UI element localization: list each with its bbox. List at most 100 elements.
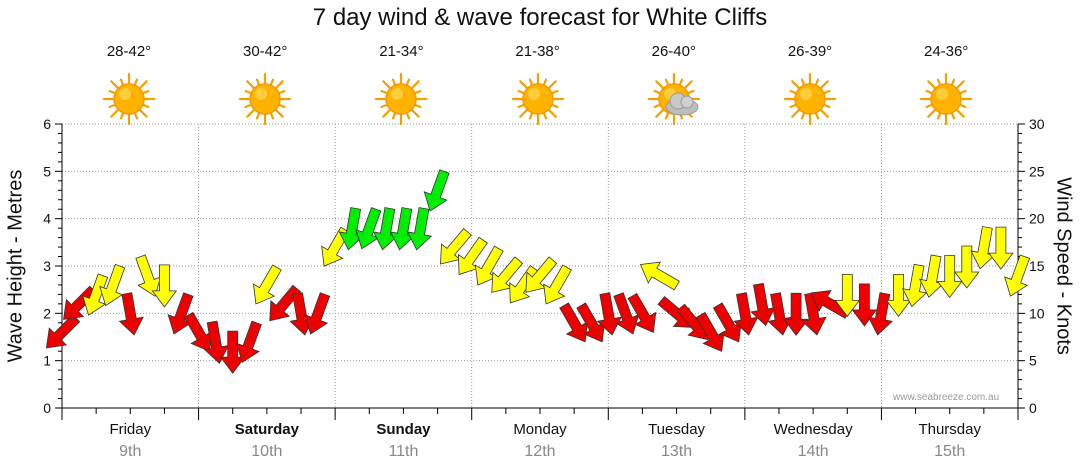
wind-arrow	[834, 273, 861, 318]
wind-arrow	[1004, 254, 1031, 297]
y-tick-label-right: 30	[1029, 116, 1045, 132]
temperature-range: 26-40°	[651, 43, 696, 60]
wind-arrow-shape	[423, 169, 450, 212]
wind-arrow-shape	[639, 261, 680, 291]
temperature-range: 21-34°	[379, 43, 424, 60]
day-date: 11th	[388, 443, 419, 460]
wind-arrow	[970, 226, 996, 270]
y-tick-label-right: 25	[1029, 163, 1045, 179]
y-tick-label-right: 5	[1029, 353, 1037, 369]
y-tick-label-left: 2	[43, 305, 51, 321]
wind-arrow-shape	[235, 320, 262, 363]
wind-arrow	[988, 226, 1014, 270]
day-date: 9th	[119, 443, 142, 460]
wind-arrow-shape	[988, 226, 1014, 270]
y-tick-label-left: 5	[43, 163, 51, 179]
wind-arrow	[851, 283, 878, 327]
wind-arrow-shape	[936, 255, 963, 299]
day-date: 13th	[660, 443, 693, 460]
wind-arrow	[99, 263, 126, 307]
wind-arrow-shape	[82, 273, 109, 316]
wind-arrow-shape	[543, 264, 572, 305]
watermark: www.seabreeze.com.au	[893, 392, 1000, 403]
day-name: Monday	[513, 421, 567, 438]
y-tick-label-right: 20	[1029, 211, 1045, 227]
sun-cloud-icon	[647, 72, 700, 126]
temperature-range: 30-42°	[243, 43, 288, 60]
day-name: Friday	[109, 421, 152, 438]
sun-icon	[783, 72, 837, 126]
wind-arrow-shape	[801, 292, 827, 336]
wind-arrow	[253, 264, 282, 305]
wind-arrow	[936, 255, 963, 299]
wind-arrow-shape	[509, 265, 540, 304]
temperature-range: 21-38°	[515, 43, 560, 60]
sun-icon	[920, 72, 973, 126]
y-tick-label-right: 0	[1029, 400, 1037, 416]
wind-arrow-shape	[970, 226, 996, 270]
y-tick-label-left: 3	[43, 258, 51, 274]
temperature-range: 26-39°	[787, 43, 833, 60]
day-name: Wednesday	[773, 421, 853, 438]
axes: 0 1 2 3 4 5 6 0 5 10 15 20 25 30	[43, 116, 1045, 420]
day-date: 12th	[524, 443, 556, 460]
sun-icon	[375, 72, 428, 126]
wind-arrow	[596, 292, 622, 336]
day-date: 10th	[251, 443, 283, 460]
y-tick-label-left: 4	[43, 211, 51, 227]
wind-arrow	[639, 261, 680, 291]
day-name: Sunday	[376, 421, 431, 438]
sun-icon	[102, 72, 156, 126]
wind-arrow	[953, 245, 980, 289]
wind-arrow-shape	[304, 292, 331, 335]
chart-title: 7 day wind & wave forecast for White Cli…	[312, 4, 768, 31]
y-tick-label-right: 15	[1029, 258, 1045, 274]
wind-arrow	[82, 273, 109, 316]
wind-arrow	[406, 207, 433, 251]
y-tick-label-left: 0	[43, 400, 51, 416]
wind-arrow-shape	[867, 292, 894, 336]
temperature-range: 24-36°	[924, 43, 969, 60]
wind-arrow	[627, 292, 657, 333]
wind-arrow-shape	[406, 207, 433, 251]
wind-arrow-shape	[596, 292, 622, 336]
wind-arrow-shape	[1004, 254, 1031, 297]
wind-arrow	[45, 314, 81, 349]
day-date: 15th	[934, 443, 966, 460]
wind-arrow-shape	[851, 283, 878, 327]
sun-icon	[511, 72, 564, 126]
y-tick-label-right: 10	[1029, 305, 1045, 321]
wind-arrow-shape	[45, 314, 81, 349]
wind-arrow-shape	[783, 292, 809, 336]
wind-arrow	[423, 169, 450, 212]
y-axis-left-label: Wave Height - Metres	[4, 169, 27, 363]
y-tick-label-left: 6	[43, 116, 51, 132]
sun-icon	[239, 72, 292, 126]
wind-arrow	[867, 292, 894, 336]
wind-arrow	[509, 265, 540, 304]
day-name: Thursday	[918, 421, 981, 438]
day-name: Saturday	[234, 421, 299, 438]
wind-arrow	[783, 292, 809, 336]
wind-arrow-shape	[834, 273, 861, 318]
wind-arrow	[801, 292, 827, 336]
wind-arrow-shape	[99, 263, 126, 307]
wind-arrow	[304, 292, 331, 335]
wind-arrow-shape	[902, 263, 928, 308]
temperature-range: 28-42°	[106, 43, 152, 60]
wind-arrow-shape	[253, 264, 282, 305]
wind-arrow	[543, 264, 572, 305]
day-date: 14th	[797, 443, 829, 460]
day-name: Tuesday	[648, 421, 706, 438]
wind-arrow	[902, 263, 928, 308]
wind-arrow-shape	[953, 245, 980, 289]
wind-arrow-shape	[151, 264, 178, 308]
wind-arrow-shape	[118, 292, 144, 336]
y-axis-right-label: Wind Speed - Knots	[1052, 177, 1075, 355]
y-tick-label-left: 1	[43, 353, 51, 369]
wind-arrow	[235, 320, 262, 363]
wind-arrow	[118, 292, 144, 336]
grid	[62, 123, 1018, 408]
wind-arrow-shape	[627, 292, 657, 333]
